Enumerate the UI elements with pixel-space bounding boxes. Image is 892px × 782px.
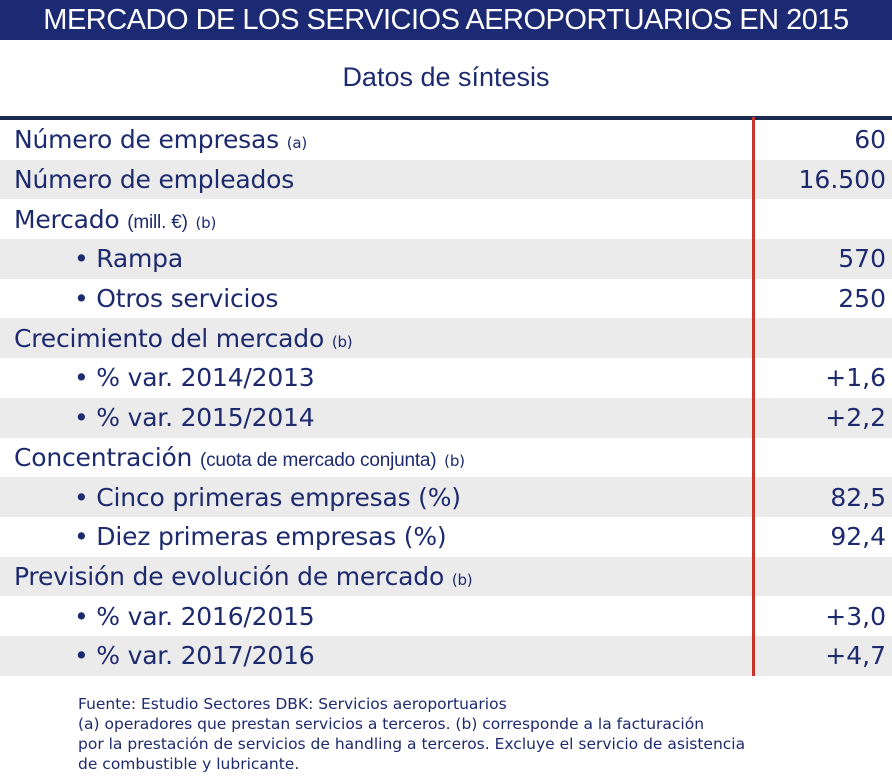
row-label-text: • Cinco primeras empresas (%) — [74, 482, 461, 512]
footnotes: Fuente: Estudio Sectores DBK: Servicios … — [78, 694, 745, 774]
row-value: 570 — [838, 244, 886, 274]
footnote-ref: (a) — [286, 134, 307, 153]
table-row: Número de empresas (a) 60 — [0, 120, 892, 160]
row-value: +2,2 — [825, 403, 886, 433]
row-label-text: • Diez primeras empresas (%) — [74, 522, 447, 552]
row-label: • % var. 2015/2014 — [0, 403, 315, 433]
row-label-text: Número de empleados — [14, 165, 295, 195]
row-label: • Cinco primeras empresas (%) — [0, 483, 461, 512]
row-label: Número de empresas (a) — [0, 125, 307, 154]
source-note: Fuente: Estudio Sectores DBK: Servicios … — [78, 695, 507, 713]
row-label-text: • Otros servicios — [74, 284, 279, 314]
row-label-text: • % var. 2016/2015 — [74, 601, 315, 631]
footnote-ref: (b) — [195, 213, 217, 232]
row-label-text: • % var. 2014/2013 — [74, 363, 315, 393]
row-value: 82,5 — [830, 482, 886, 512]
column-divider — [752, 117, 755, 676]
row-label-text: Número de empresas — [14, 125, 279, 155]
row-value: +4,7 — [825, 641, 886, 671]
table-row: Mercado (mill. €) (b) — [0, 199, 892, 239]
footnote-ref: (b) — [444, 451, 465, 470]
table-row: Número de empleados 16.500 — [0, 159, 892, 200]
row-label-text: Concentración — [14, 442, 193, 472]
header-divider — [0, 116, 892, 120]
row-value: 16.500 — [798, 165, 886, 195]
row-value: +1,6 — [825, 363, 886, 393]
row-label: • Diez primeras empresas (%) — [0, 522, 447, 552]
table-row: Previsión de evolución de mercado (b) — [0, 556, 892, 597]
row-unit-note: (mill. €) — [127, 211, 188, 233]
row-label: Previsión de evolución de mercado (b) — [0, 561, 473, 591]
table-row: • % var. 2014/2013 +1,6 — [0, 358, 892, 398]
row-unit-note: (cuota de mercado conjunta) — [199, 449, 437, 471]
summary-table: Número de empresas (a) 60 Número de emplea… — [0, 120, 892, 676]
table-title: MERCADO DE LOS SERVICIOS AEROPORTUARIOS … — [0, 0, 892, 40]
footnote-line: de combustible y lubricante. — [78, 755, 300, 773]
table-row: • Cinco primeras empresas (%) 82,5 — [0, 477, 892, 517]
row-label-text: • % var. 2015/2014 — [74, 403, 315, 433]
row-value: +3,0 — [825, 601, 886, 631]
row-label: • % var. 2014/2013 — [0, 363, 315, 393]
footnote-ref: (b) — [451, 570, 473, 589]
table-row: • Otros servicios 250 — [0, 279, 892, 319]
footnote-ref: (b) — [331, 332, 353, 351]
row-value: 60 — [854, 125, 886, 155]
table-row: • Rampa 570 — [0, 239, 892, 279]
table-subtitle: Datos de síntesis — [342, 62, 550, 92]
row-label: • % var. 2016/2015 — [0, 601, 315, 631]
table-row: • % var. 2016/2015 +3,0 — [0, 596, 892, 636]
row-label: Concentración (cuota de mercado conjunta… — [0, 443, 465, 472]
row-label: Número de empleados — [0, 165, 294, 194]
row-label: • Otros servicios — [0, 284, 278, 313]
row-label: • Rampa — [0, 244, 183, 273]
table-row: • % var. 2015/2014 +2,2 — [0, 397, 892, 438]
row-value: 250 — [838, 284, 886, 314]
footnote-line: por la prestación de servicios de handli… — [78, 735, 746, 753]
row-label-text: • % var. 2017/2016 — [74, 641, 315, 671]
row-label: Crecimiento del mercado (b) — [0, 323, 353, 353]
row-label: Mercado (mill. €) (b) — [0, 205, 216, 234]
table-row: • Diez primeras empresas (%) 92,4 — [0, 517, 892, 557]
table-row: Crecimiento del mercado (b) — [0, 318, 892, 359]
row-label-text: Mercado — [14, 204, 120, 234]
row-label-text: Previsión de evolución de mercado — [14, 561, 445, 591]
row-label-text: • Rampa — [74, 244, 183, 274]
table-row: • % var. 2017/2016 +4,7 — [0, 635, 892, 676]
footnote-line: (a) operadores que prestan servicios a t… — [78, 715, 705, 733]
row-label-text: Crecimiento del mercado — [14, 323, 325, 353]
row-label: • % var. 2017/2016 — [0, 641, 315, 671]
row-value: 92,4 — [830, 522, 886, 552]
table-row: Concentración (cuota de mercado conjunta… — [0, 438, 892, 478]
